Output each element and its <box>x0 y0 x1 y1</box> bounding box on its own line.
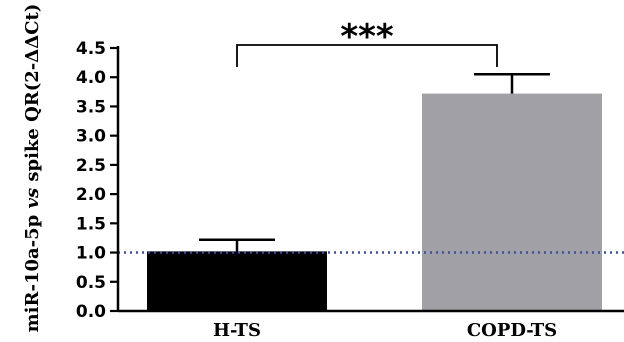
y-axis-title-part-1: miR-10a-5p <box>22 208 43 332</box>
error-bars <box>199 73 550 252</box>
y-tick-label: 0.0 <box>76 302 106 322</box>
y-axis-title-part-2: vs <box>22 188 43 209</box>
y-tick-label: 1.0 <box>76 244 106 264</box>
bars <box>147 93 602 311</box>
x-category-label: H-TS <box>213 320 261 341</box>
y-axis-title: miR-10a-5p vs spike QR(2-ΔΔCt) <box>22 4 43 333</box>
y-axis-ticks: 0.0 0.5 1.0 1.5 2.0 2.5 3.0 3.5 4.0 4.5 <box>76 39 118 322</box>
y-tick-label: 2.5 <box>76 156 106 176</box>
svg-text:miR-10a-5p vs spike QR(2-ΔΔCt): miR-10a-5p vs spike QR(2-ΔΔCt) <box>22 4 43 333</box>
y-tick-label: 1.5 <box>76 214 106 234</box>
bar-h-ts <box>147 251 327 311</box>
y-tick-label: 2.0 <box>76 185 106 205</box>
y-tick-label: 0.5 <box>76 273 106 293</box>
y-tick-label: 4.5 <box>76 39 106 59</box>
significance-label: *** <box>340 17 394 57</box>
significance-bracket <box>236 44 498 67</box>
bar-copd-ts <box>422 93 602 311</box>
y-tick-label: 4.0 <box>76 68 106 88</box>
y-tick-label: 3.0 <box>76 127 106 147</box>
x-category-label: COPD-TS <box>467 320 557 341</box>
y-tick-label: 3.5 <box>76 97 106 117</box>
y-axis-title-part-3: spike QR(2-ΔΔCt) <box>22 4 43 188</box>
x-axis-labels: H-TS COPD-TS <box>213 320 557 341</box>
